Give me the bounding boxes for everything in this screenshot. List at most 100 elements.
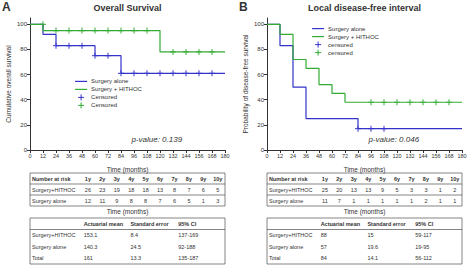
svg-text:19-95: 19-95 — [415, 244, 429, 250]
svg-text:144: 144 — [418, 153, 427, 159]
svg-text:24.5: 24.5 — [130, 244, 141, 250]
svg-text:140.3: 140.3 — [84, 244, 98, 250]
svg-text:60: 60 — [257, 72, 264, 78]
svg-text:95% CI: 95% CI — [178, 221, 197, 227]
svg-text:2y: 2y — [99, 176, 106, 182]
svg-text:Number at risk: Number at risk — [32, 176, 71, 182]
svg-text:Actuarial mean: Actuarial mean — [84, 221, 124, 227]
svg-text:6: 6 — [202, 187, 205, 193]
svg-text:72: 72 — [105, 153, 111, 159]
svg-text:Standard error: Standard error — [130, 221, 169, 227]
svg-text:3: 3 — [410, 187, 413, 193]
svg-text:1y: 1y — [85, 176, 92, 182]
svg-text:72: 72 — [342, 153, 348, 159]
svg-text:100: 100 — [254, 21, 265, 27]
svg-text:6y: 6y — [157, 176, 164, 182]
svg-text:20: 20 — [257, 122, 264, 128]
svg-text:4y: 4y — [365, 176, 372, 182]
svg-text:40: 40 — [257, 97, 264, 103]
svg-text:26: 26 — [85, 187, 91, 193]
svg-text:95% CI: 95% CI — [415, 221, 434, 227]
svg-text:A: A — [2, 0, 11, 14]
svg-text:120: 120 — [155, 153, 164, 159]
svg-text:40: 40 — [20, 97, 27, 103]
svg-text:1: 1 — [396, 198, 399, 204]
svg-text:5y: 5y — [380, 176, 387, 182]
svg-text:10y: 10y — [213, 176, 223, 182]
svg-text:23: 23 — [99, 187, 105, 193]
svg-text:36: 36 — [303, 153, 309, 159]
svg-text:1: 1 — [381, 198, 384, 204]
svg-text:0: 0 — [261, 147, 265, 153]
svg-text:59-117: 59-117 — [415, 232, 432, 238]
svg-text:48: 48 — [316, 153, 322, 159]
svg-text:180: 180 — [457, 153, 466, 159]
svg-text:Surgery+HITHOC: Surgery+HITHOC — [269, 187, 313, 193]
svg-text:18: 18 — [143, 187, 149, 193]
svg-text:Local disease-free interval: Local disease-free interval — [308, 3, 421, 13]
svg-text:15: 15 — [367, 232, 373, 238]
svg-text:Cumulative overall survival: Cumulative overall survival — [5, 45, 12, 123]
svg-text:132: 132 — [405, 153, 414, 159]
svg-text:5: 5 — [187, 198, 190, 204]
svg-text:8y: 8y — [186, 176, 193, 182]
svg-text:3y: 3y — [114, 176, 121, 182]
svg-text:80: 80 — [20, 46, 27, 52]
svg-text:Surgery alone: Surgery alone — [269, 198, 303, 204]
svg-text:Standard error: Standard error — [367, 221, 406, 227]
svg-text:144: 144 — [181, 153, 190, 159]
svg-text:Surgery + HITHOC: Surgery + HITHOC — [328, 34, 380, 40]
svg-text:Probability of disease-free su: Probability of disease-free survival — [242, 34, 250, 134]
svg-text:0: 0 — [24, 147, 28, 153]
svg-text:Total: Total — [32, 255, 44, 261]
svg-text:48: 48 — [79, 153, 85, 159]
svg-text:2y: 2y — [336, 176, 343, 182]
svg-text:7: 7 — [159, 198, 162, 204]
svg-text:8: 8 — [173, 187, 176, 193]
svg-text:10y: 10y — [450, 176, 460, 182]
svg-text:0: 0 — [28, 153, 31, 159]
svg-text:5y: 5y — [143, 176, 150, 182]
svg-text:84: 84 — [118, 153, 124, 159]
svg-text:2: 2 — [424, 198, 427, 204]
svg-text:80: 80 — [257, 46, 264, 52]
svg-text:9: 9 — [115, 198, 118, 204]
svg-text:18: 18 — [128, 187, 134, 193]
svg-text:100: 100 — [17, 21, 28, 27]
svg-text:8.4: 8.4 — [130, 232, 138, 238]
svg-text:180: 180 — [220, 153, 229, 159]
svg-text:9y: 9y — [200, 176, 207, 182]
svg-text:24: 24 — [290, 153, 296, 159]
svg-text:5: 5 — [216, 187, 219, 193]
svg-text:8: 8 — [144, 198, 147, 204]
svg-text:Time (months): Time (months) — [107, 208, 149, 216]
svg-text:161: 161 — [84, 255, 93, 261]
svg-text:20: 20 — [336, 187, 342, 193]
svg-text:Surgery+HITHOC: Surgery+HITHOC — [32, 232, 76, 238]
svg-text:1: 1 — [453, 198, 456, 204]
svg-text:1: 1 — [367, 198, 370, 204]
svg-text:96: 96 — [131, 153, 137, 159]
svg-text:6y: 6y — [394, 176, 401, 182]
svg-text:12: 12 — [40, 153, 46, 159]
svg-text:1: 1 — [439, 187, 442, 193]
svg-text:Surgery+HITHOC: Surgery+HITHOC — [32, 187, 76, 193]
svg-text:Censored: Censored — [91, 102, 117, 108]
svg-text:7y: 7y — [171, 176, 178, 182]
svg-text:14.1: 14.1 — [367, 255, 378, 261]
svg-text:57: 57 — [321, 244, 327, 250]
svg-text:9y: 9y — [437, 176, 444, 182]
svg-text:censored: censored — [328, 42, 353, 48]
svg-text:13: 13 — [365, 187, 371, 193]
svg-text:3: 3 — [424, 187, 427, 193]
svg-text:25: 25 — [322, 187, 328, 193]
svg-text:135-187: 135-187 — [178, 255, 198, 261]
svg-text:88: 88 — [321, 232, 327, 238]
svg-text:156: 156 — [431, 153, 440, 159]
svg-text:Surgery alone: Surgery alone — [32, 198, 66, 204]
svg-text:7: 7 — [187, 187, 190, 193]
svg-text:1: 1 — [202, 198, 205, 204]
svg-text:19.6: 19.6 — [367, 244, 378, 250]
svg-text:3y: 3y — [351, 176, 358, 182]
svg-text:Censored: Censored — [91, 94, 117, 100]
